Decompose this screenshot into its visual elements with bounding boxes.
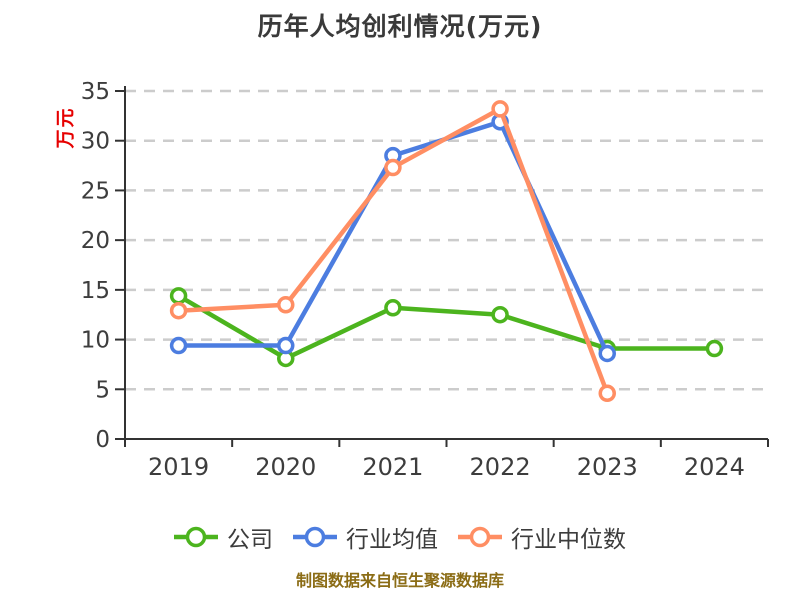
data-point-marker[interactable] [491,100,509,118]
x-tick-label: 2021 [362,453,423,481]
data-point-marker[interactable] [598,384,616,403]
series-line-1 [176,293,717,361]
y-tick-label: 10 [81,328,110,354]
data-point-marker[interactable] [705,339,724,358]
data-point-marker[interactable] [169,287,188,305]
data-point-marker[interactable] [598,344,616,363]
legend-label: 行业均值 [346,527,438,553]
legend-item-company[interactable]: 公司 [174,520,273,554]
data-point-marker[interactable] [491,305,509,324]
legend-label: 公司 [227,527,273,553]
y-tick-label: 0 [95,427,110,453]
legend-item-industry-average[interactable]: 行业均值 [293,520,438,554]
legend-marker-line-circle-icon [458,526,502,548]
legend-item-industry-median[interactable]: 行业中位数 [458,520,626,554]
x-tick-label: 2022 [470,453,531,481]
y-tick-label: 20 [81,228,110,254]
data-source-note: 制图数据来自恒生聚源数据库 [295,571,504,590]
data-point-marker[interactable] [169,301,188,320]
x-tick-label: 2019 [148,453,209,481]
legend-marker-line-circle-icon [174,526,218,548]
legend: 公司 行业均值 行业中位数 [0,520,800,554]
legend-label: 行业中位数 [511,527,626,553]
data-point-marker[interactable] [384,299,402,317]
data-point-marker[interactable] [277,336,295,355]
y-tick-label: 15 [81,278,110,304]
y-tick-label: 35 [81,79,110,105]
y-tick-label: 5 [95,377,110,403]
data-point-marker[interactable] [384,158,402,177]
legend-marker-line-circle-icon [293,526,337,548]
x-tick-label: 2023 [577,453,638,481]
data-point-marker[interactable] [277,296,295,314]
chart-title: 历年人均创利情况(万元) [257,12,543,41]
y-tick-label: 25 [81,178,110,204]
data-point-marker[interactable] [169,336,188,355]
x-tick-label: 2020 [255,453,316,481]
y-tick-label: 30 [81,129,110,155]
x-tick-label: 2024 [684,453,745,481]
